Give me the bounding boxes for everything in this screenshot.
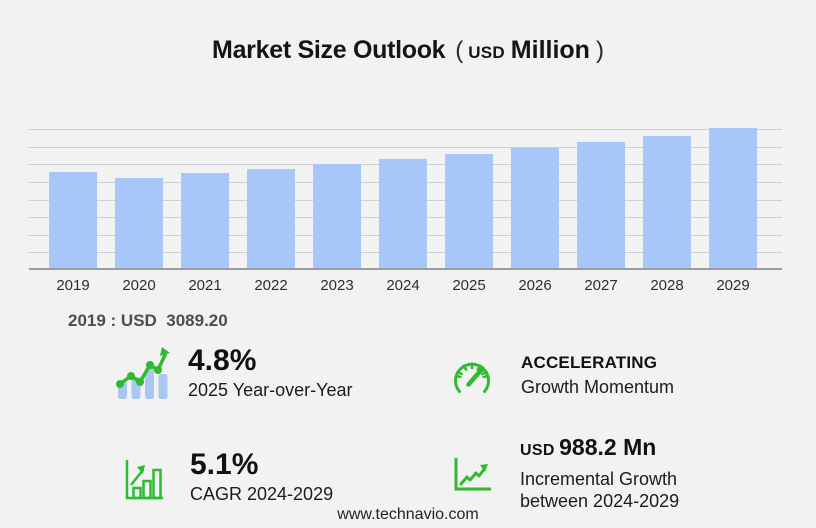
cagr-value: 5.1% [190, 448, 259, 481]
bar-2022 [247, 168, 295, 268]
stat-momentum: ACCELERATING Growth Momentum [449, 350, 674, 403]
bar-2027 [577, 141, 625, 268]
bar-2020 [115, 177, 163, 268]
bar-2029 [709, 128, 757, 268]
x-axis-label-2027: 2027 [584, 277, 618, 294]
yoy-value: 4.8% [188, 344, 257, 377]
gridline [29, 146, 782, 148]
gauge-icon [449, 358, 495, 403]
bar-2024 [379, 159, 427, 268]
momentum-value: ACCELERATING [521, 353, 658, 372]
cagr-bars-icon [124, 456, 164, 507]
title-main: Market Size Outlook [212, 36, 446, 64]
website-url: www.technavio.com [337, 506, 479, 523]
page-title: Market Size Outlook (USD Million) [0, 36, 816, 65]
incremental-label-line2: between 2024-2029 [520, 491, 680, 511]
bar-2028 [643, 136, 691, 268]
growth-axis-icon [453, 455, 493, 498]
stat-cagr: 5.1% CAGR 2024-2029 [124, 446, 333, 507]
x-axis-label-2029: 2029 [716, 277, 750, 294]
x-axis-label-2019: 2019 [56, 277, 90, 294]
base-year-annotation: 2019 : USD 3089.20 [68, 311, 228, 330]
x-axis-label-2020: 2020 [122, 277, 156, 294]
x-axis-label-2024: 2024 [386, 277, 420, 294]
momentum-label: Growth Momentum [521, 377, 675, 397]
incremental-label-line1: Incremental Growth [520, 469, 678, 489]
x-axis-labels: 2019 2020 2021 2022 2023 2024 2025 2026 2027 2028… [29, 277, 782, 297]
title-unit-currency: USD [468, 43, 505, 62]
gridline [29, 129, 782, 130]
x-axis-label-2026: 2026 [518, 277, 552, 294]
x-axis-label-2023: 2023 [320, 277, 354, 294]
stat-yoy: 4.8% 2025 Year-over-Year [116, 342, 352, 407]
bar-2023 [313, 163, 361, 268]
bar-2025 [445, 153, 493, 268]
x-axis-label-2025: 2025 [452, 277, 486, 294]
x-axis-label-2028: 2028 [650, 277, 684, 294]
stat-incremental: USD 988.2 Mn Incremental Growth between … [453, 434, 679, 512]
x-axis-label-2022: 2022 [254, 277, 288, 294]
title-paren-close: ) [595, 37, 604, 64]
title-paren-open: ( [455, 37, 464, 64]
bar-plot [29, 128, 782, 270]
title-unit-scale: Million [510, 36, 590, 64]
yoy-label: 2025 Year-over-Year [188, 380, 353, 400]
bar-2019 [49, 172, 97, 268]
yoy-trend-icon [116, 342, 172, 407]
bar-2026 [511, 148, 559, 268]
bar-2021 [181, 173, 229, 268]
incremental-value: 988.2 Mn [559, 434, 657, 460]
incremental-currency: USD [520, 442, 555, 459]
cagr-label: CAGR 2024-2029 [190, 484, 334, 504]
x-axis-label-2021: 2021 [188, 277, 222, 294]
